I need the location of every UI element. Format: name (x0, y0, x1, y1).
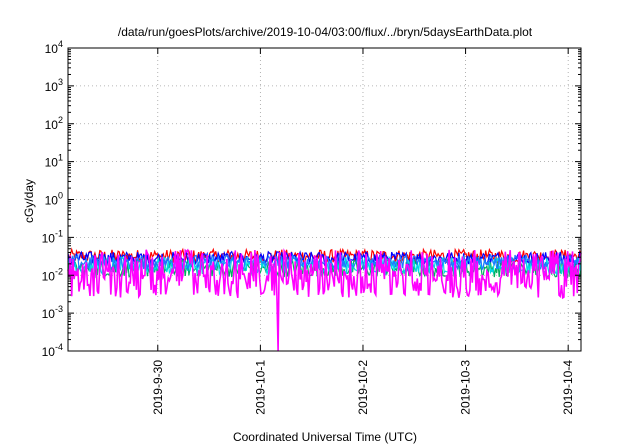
x-tick-label: 2019-10-4 (561, 360, 575, 415)
y-axis: 10-4 10-3 10-2 10-1 100 101 102 103 104 (42, 39, 581, 359)
y-tick-label: 101 (45, 153, 63, 170)
x-axis-label: Coordinated Universal Time (UTC) (233, 430, 417, 444)
series-layer (67, 247, 582, 352)
y-tick-label: 10-2 (42, 266, 63, 283)
data-series-line (67, 248, 582, 352)
y-tick-label: 104 (45, 39, 63, 56)
x-tick-label: 2019-10-1 (253, 360, 267, 415)
chart-title: /data/run/goesPlots/archive/2019-10-04/0… (118, 25, 533, 39)
grid (68, 48, 581, 351)
x-tick-label: 2019-10-2 (356, 360, 370, 415)
x-tick-label: 2019-9-30 (151, 360, 165, 415)
y-tick-label: 102 (45, 115, 63, 132)
y-tick-label: 100 (45, 191, 63, 208)
y-tick-label: 10-1 (42, 228, 63, 245)
y-axis-label: cGy/day (22, 179, 36, 223)
x-tick-label: 2019-10-3 (459, 360, 473, 415)
y-tick-label: 103 (45, 77, 63, 94)
data-series-line (67, 252, 582, 272)
data-series-line (67, 247, 582, 265)
x-axis: 2019-9-30 2019-10-1 2019-10-2 2019-10-3 2019… (151, 48, 575, 415)
y-tick-label: 10-4 (42, 342, 63, 359)
y-tick-label: 10-3 (42, 304, 63, 321)
